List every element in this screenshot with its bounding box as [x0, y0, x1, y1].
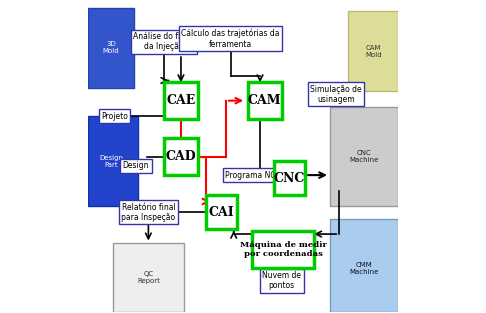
- FancyBboxPatch shape: [206, 195, 237, 229]
- FancyBboxPatch shape: [88, 8, 135, 88]
- Text: Projeto: Projeto: [101, 112, 128, 121]
- Text: CAM: CAM: [248, 94, 281, 107]
- FancyBboxPatch shape: [164, 138, 198, 175]
- FancyBboxPatch shape: [252, 231, 314, 268]
- Text: 3D
Mold: 3D Mold: [103, 41, 120, 54]
- Text: CAD: CAD: [166, 150, 196, 163]
- Text: Nuvem de
pontos: Nuvem de pontos: [262, 271, 301, 290]
- FancyBboxPatch shape: [274, 161, 305, 195]
- Text: QC
Report: QC Report: [137, 271, 160, 284]
- FancyBboxPatch shape: [113, 244, 184, 312]
- Text: Design: Design: [123, 161, 149, 170]
- Text: Simulação de
usinagem: Simulação de usinagem: [310, 85, 362, 104]
- Text: CMM
Machine: CMM Machine: [349, 262, 379, 275]
- FancyBboxPatch shape: [248, 82, 282, 119]
- FancyBboxPatch shape: [330, 218, 398, 312]
- Text: CAM
Mold: CAM Mold: [365, 44, 382, 58]
- Text: Design
Part: Design Part: [99, 155, 123, 168]
- FancyBboxPatch shape: [330, 107, 398, 206]
- Text: CAI: CAI: [208, 206, 234, 219]
- Text: Programa NC: Programa NC: [226, 171, 276, 180]
- Text: Máquina de medir
por coordenadas: Máquina de medir por coordenadas: [240, 241, 327, 258]
- Text: Relatório final
para Inspeção: Relatório final para Inspeção: [122, 203, 175, 222]
- FancyBboxPatch shape: [164, 82, 198, 119]
- FancyBboxPatch shape: [88, 116, 138, 206]
- Text: CNC: CNC: [274, 172, 305, 185]
- Text: CNC
Machine: CNC Machine: [349, 150, 379, 163]
- Text: Cálculo das trajetórias da
ferramenta: Cálculo das trajetórias da ferramenta: [181, 29, 280, 49]
- Text: CAE: CAE: [166, 94, 195, 107]
- FancyBboxPatch shape: [348, 11, 398, 91]
- Text: Análise do fluxo
da Injeção: Análise do fluxo da Injeção: [133, 32, 194, 51]
